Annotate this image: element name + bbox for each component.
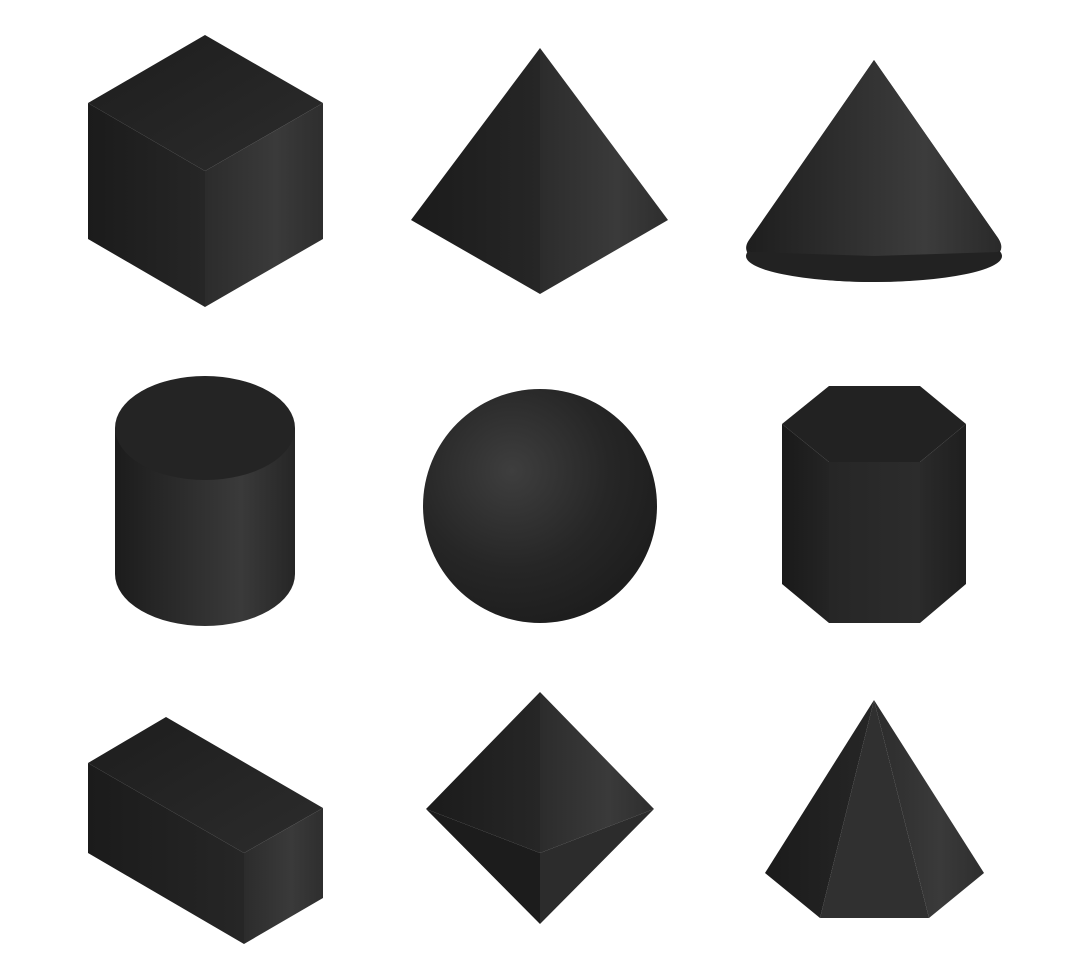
sphere-shape — [423, 389, 657, 623]
cone-shape — [746, 60, 1002, 282]
cylinder-shape — [115, 376, 295, 626]
cube-shape — [88, 35, 323, 307]
pentagonal-pyramid-shape — [765, 700, 984, 918]
rectangular-prism-shape — [88, 717, 323, 944]
hexagonal-prism-shape — [782, 386, 966, 623]
tetrahedron-shape — [411, 48, 668, 294]
octahedron-shape — [426, 692, 654, 924]
